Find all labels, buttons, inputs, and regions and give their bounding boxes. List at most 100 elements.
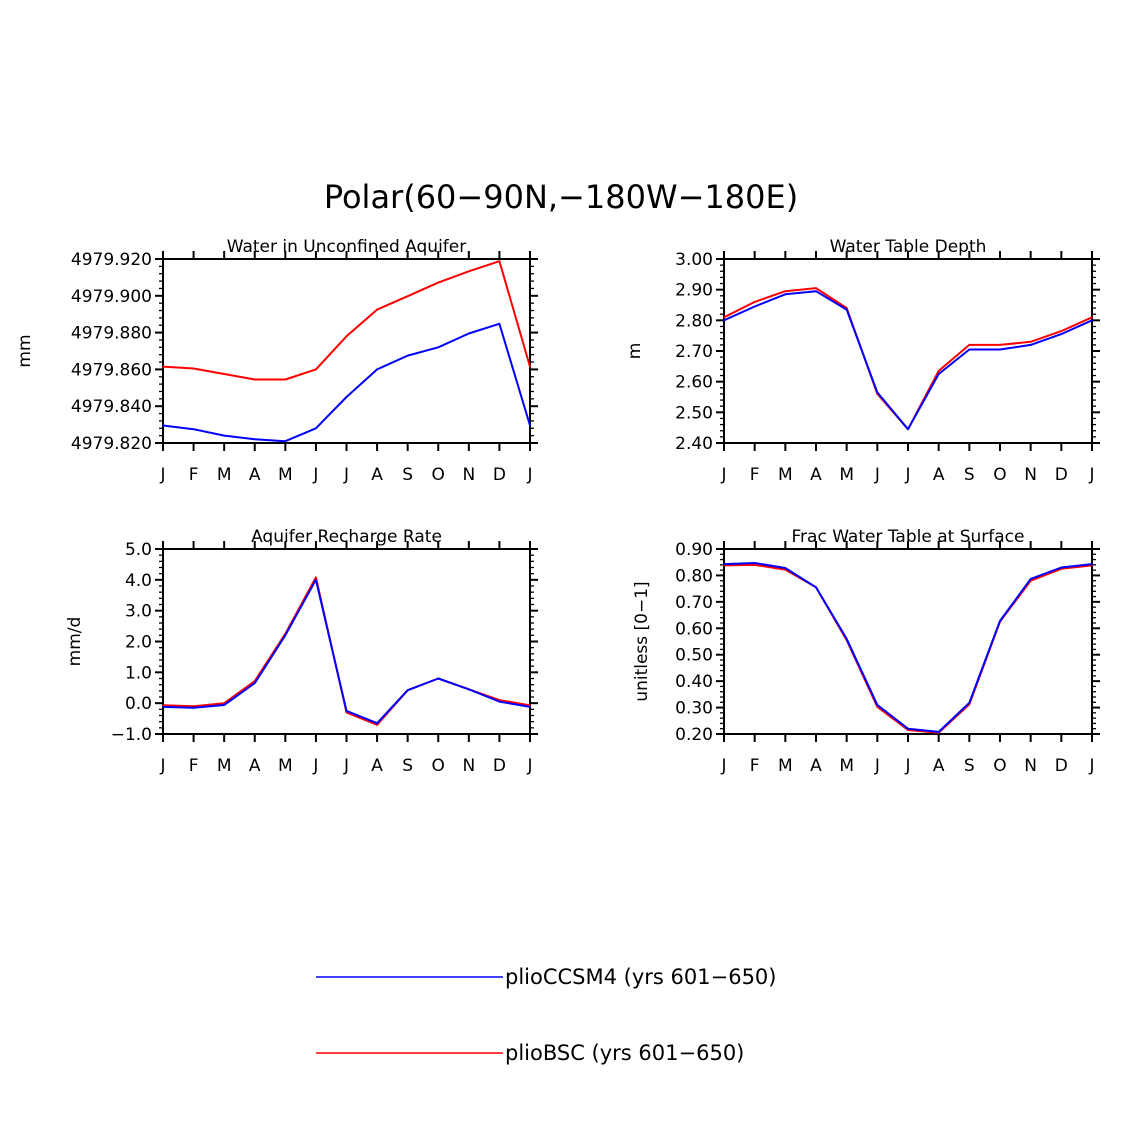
x-tick-label: N — [462, 756, 475, 776]
x-tick-label: J — [526, 465, 532, 485]
y-axis-label: mm/d — [65, 617, 85, 667]
data-point-plioccsm4 — [723, 319, 725, 322]
data-point-pliobsc — [406, 295, 409, 297]
data-point-pliobsc — [529, 365, 531, 368]
series-line-pliobsc — [162, 260, 531, 381]
series-line-pliobsc — [723, 563, 1093, 734]
panel-title: Water in Unconfined Aquifer — [227, 237, 467, 257]
y-tick-label: 4979.880 — [71, 324, 152, 344]
data-point-pliobsc — [1060, 330, 1063, 332]
x-tick-label: D — [493, 756, 506, 776]
data-point-pliobsc — [223, 373, 225, 375]
x-tick-label: A — [933, 756, 945, 776]
data-point-pliobsc — [498, 260, 501, 263]
y-tick-label: 0.70 — [675, 593, 713, 613]
x-tick-label: A — [810, 465, 822, 485]
data-point-plioccsm4 — [815, 586, 817, 589]
x-tick-label: O — [993, 756, 1006, 776]
data-point-plioccsm4 — [345, 710, 348, 712]
data-point-plioccsm4 — [937, 373, 940, 375]
data-point-pliobsc — [968, 344, 971, 346]
x-tick-label: A — [371, 756, 383, 776]
y-tick-label: 4979.860 — [71, 360, 152, 380]
y-tick-label: 2.40 — [675, 434, 713, 454]
x-tick-label: J — [159, 756, 165, 776]
y-tick-label: 2.0 — [125, 633, 152, 653]
x-tick-label: D — [493, 465, 506, 485]
data-point-pliobsc — [784, 290, 787, 293]
data-point-plioccsm4 — [907, 428, 909, 431]
y-tick-label: 0.40 — [675, 672, 713, 692]
data-point-pliobsc — [999, 344, 1001, 346]
x-tick-label: F — [189, 465, 199, 485]
data-point-plioccsm4 — [253, 438, 256, 441]
x-tick-label: F — [750, 465, 760, 485]
data-point-plioccsm4 — [253, 682, 256, 684]
data-point-pliobsc — [192, 367, 195, 370]
series-line-plioccsm4 — [723, 562, 1093, 733]
plot-frame — [162, 258, 531, 444]
data-point-pliobsc — [315, 368, 317, 371]
figure-title: Polar(60−90N,−180W−180E) — [324, 178, 798, 216]
x-tick-label: J — [312, 756, 318, 776]
data-point-plioccsm4 — [753, 305, 756, 308]
y-tick-label: 2.90 — [675, 281, 713, 301]
data-point-plioccsm4 — [876, 704, 879, 706]
data-point-plioccsm4 — [999, 348, 1001, 351]
y-tick-label: 2.60 — [675, 373, 713, 393]
y-tick-label: 4979.840 — [71, 397, 152, 417]
data-point-pliobsc — [192, 705, 195, 708]
legend-label: plioCCSM4 (yrs 601−650) — [505, 965, 776, 989]
y-axis-label: unitless [0−1] — [632, 581, 652, 701]
x-tick-label: J — [159, 465, 165, 485]
x-tick-label: M — [839, 756, 854, 776]
data-point-pliobsc — [284, 378, 287, 381]
x-tick-label: J — [874, 756, 880, 776]
data-point-plioccsm4 — [784, 293, 787, 296]
legend-label: plioBSC (yrs 601−650) — [505, 1041, 744, 1065]
y-tick-label: 2.70 — [675, 342, 713, 362]
x-tick-label: A — [810, 756, 822, 776]
series-line-plioccsm4 — [723, 290, 1093, 431]
x-tick-label: N — [1024, 756, 1037, 776]
data-point-pliobsc — [529, 704, 531, 707]
y-tick-label: 3.0 — [125, 602, 152, 622]
data-point-plioccsm4 — [784, 567, 787, 569]
y-tick-label: 4.0 — [125, 571, 152, 591]
series-line-pliobsc — [723, 287, 1093, 431]
data-point-plioccsm4 — [315, 579, 317, 581]
x-tick-label: N — [462, 465, 475, 485]
x-tick-label: F — [750, 756, 760, 776]
data-point-plioccsm4 — [845, 308, 848, 311]
x-tick-label: M — [217, 465, 232, 485]
x-tick-label: N — [1024, 465, 1037, 485]
x-tick-label: J — [1088, 756, 1094, 776]
x-tick-label: M — [217, 756, 232, 776]
data-point-plioccsm4 — [723, 563, 725, 565]
data-point-plioccsm4 — [162, 424, 164, 427]
x-tick-label: J — [312, 465, 318, 485]
x-tick-label: S — [964, 465, 975, 485]
data-point-plioccsm4 — [376, 368, 378, 371]
data-point-pliobsc — [376, 308, 378, 311]
x-tick-label: D — [1055, 465, 1068, 485]
x-tick-label: J — [343, 756, 349, 776]
y-tick-label: 0.60 — [675, 619, 713, 639]
y-tick-label: 0.20 — [675, 725, 713, 745]
x-tick-label: M — [278, 465, 293, 485]
y-tick-label: 1.0 — [125, 663, 152, 683]
data-point-plioccsm4 — [1029, 578, 1032, 580]
x-tick-label: A — [371, 465, 383, 485]
data-point-plioccsm4 — [968, 702, 971, 704]
x-tick-label: S — [964, 756, 975, 776]
y-tick-label: 5.0 — [125, 540, 152, 560]
y-tick-label: 3.00 — [675, 250, 713, 270]
data-point-plioccsm4 — [223, 434, 225, 437]
data-point-plioccsm4 — [529, 706, 531, 708]
x-tick-label: S — [402, 756, 413, 776]
data-point-plioccsm4 — [968, 348, 971, 351]
data-point-plioccsm4 — [437, 346, 440, 349]
